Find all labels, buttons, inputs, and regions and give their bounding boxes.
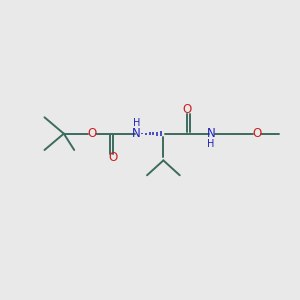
Text: O: O — [87, 127, 97, 140]
Text: N: N — [132, 127, 141, 140]
Text: O: O — [252, 127, 262, 140]
Text: O: O — [182, 103, 192, 116]
Text: N: N — [207, 127, 215, 140]
Text: H: H — [133, 118, 140, 128]
Text: O: O — [108, 151, 118, 164]
Text: H: H — [207, 139, 214, 149]
